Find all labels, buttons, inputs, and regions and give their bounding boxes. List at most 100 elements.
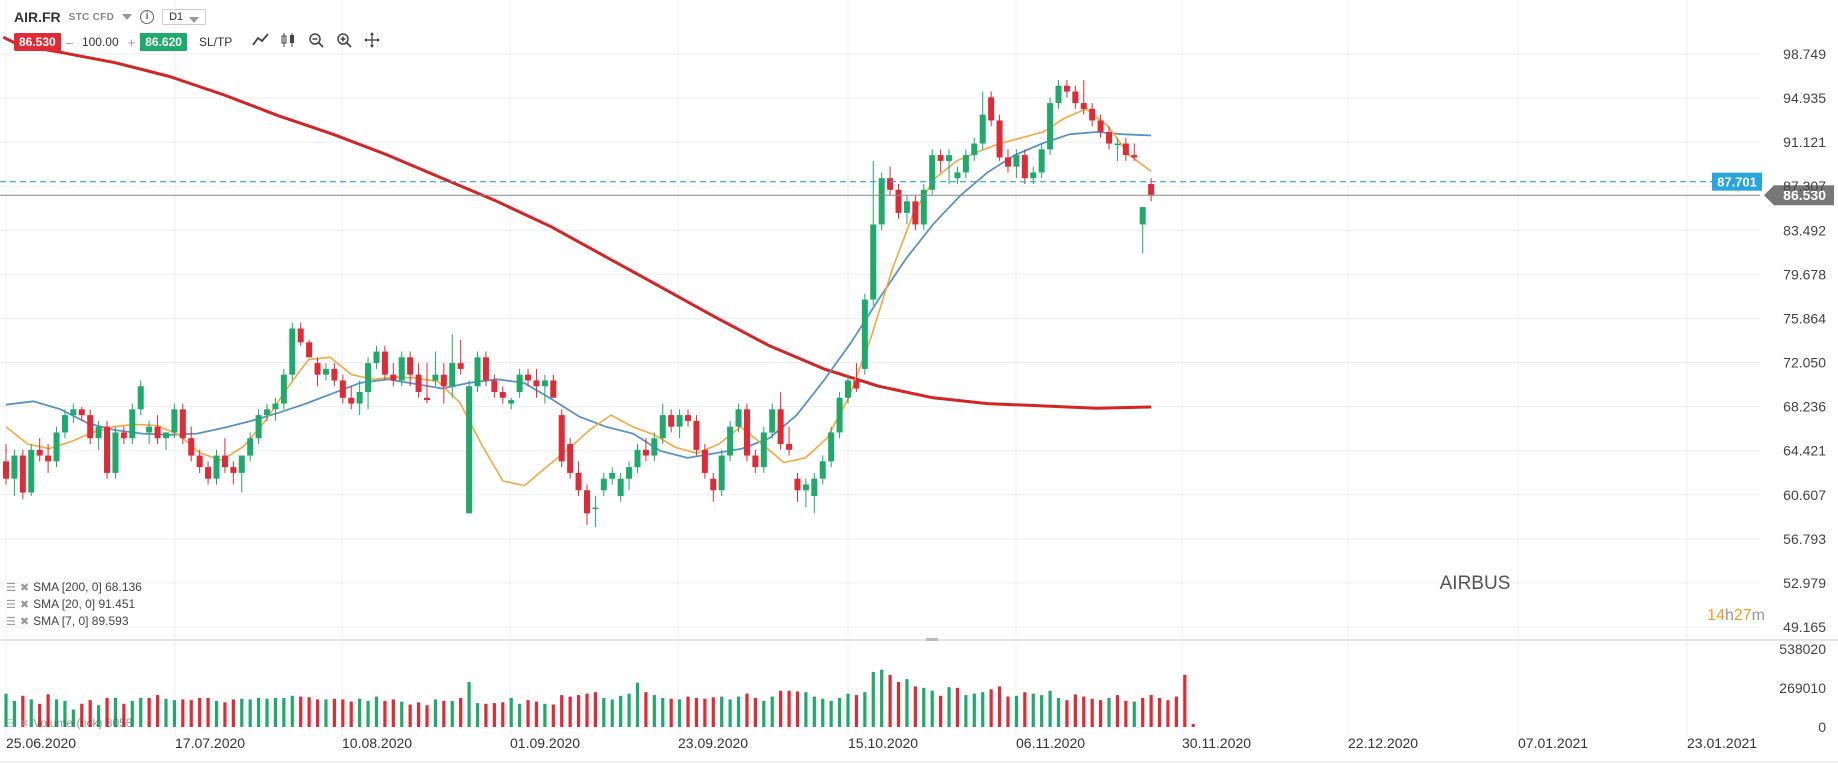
candle-body [331,368,338,381]
volume-bar [644,692,648,727]
candle-body [760,432,767,468]
timeframe-select[interactable]: D1 [162,9,207,25]
candle-body [903,201,910,213]
candle [819,455,826,485]
candle-body [777,409,784,445]
volume-bar [214,700,219,727]
candle-body [314,363,321,375]
candle [306,340,313,358]
volume-bar [1014,695,1018,727]
info-icon[interactable]: i [140,10,155,24]
countdown-hours: 14 [1707,607,1725,624]
volume-bar [484,703,488,727]
pane-splitter[interactable] [926,638,938,641]
x-tick-label: 22.12.2020 [1348,735,1418,751]
volume-bar [922,687,926,727]
symbol-label[interactable]: AIR.FR [14,9,61,25]
candle-body [1004,157,1011,167]
candle-body [348,397,355,404]
candle-body [617,478,624,497]
time-axis[interactable]: 25.06.2020 17.07.2020 10.08.2020 01.09.2020… [6,735,1757,751]
candle-body [609,472,616,479]
candle-body [1122,143,1129,156]
volume-bar [896,682,901,727]
candle [626,461,633,491]
candle [533,368,540,398]
candle-body [786,444,793,450]
crosshair-icon[interactable] [364,31,382,53]
zoom-out-icon[interactable] [308,32,326,53]
bid-price-tag [1764,185,1834,206]
volume-bar [4,693,8,727]
volume-bar [795,691,800,727]
candle [735,403,742,433]
y-tick-label: 87.307 [1783,178,1826,194]
candle [432,351,439,387]
line-chart-icon[interactable] [252,32,270,53]
candle [617,472,624,502]
volume-legend[interactable]: ☰ ✖ Volume (tick) 8058 [6,716,132,730]
ask-price-tag [1712,172,1762,191]
candle [70,403,77,424]
candle [1106,126,1113,150]
buy-button[interactable]: 86.620 [140,33,187,51]
sltp-button[interactable]: SL/TP [198,35,233,49]
close-icon[interactable]: ✖ [19,717,30,730]
candle [28,444,35,497]
chart-toolbar: AIR.FR STC CFD i D1 [14,6,207,28]
volume-bar [71,709,75,727]
increase-quantity-button[interactable]: + [127,34,136,50]
volume-bar [1141,698,1145,727]
candle-body [373,351,380,364]
candle [583,484,590,525]
volume-bar [501,702,505,727]
volume-bar [1040,695,1044,727]
candle-body [432,374,439,381]
y-tick-label: 94.935 [1783,90,1826,106]
bid-price-label: 86.530 [1783,187,1826,203]
candle-body [238,455,245,473]
volume-bar [905,679,909,727]
candle [1089,103,1096,127]
volume-bar [880,669,884,727]
volume-series [4,669,1195,727]
sell-button[interactable]: 86.530 [14,33,61,51]
indicator-legend-sma200[interactable]: ☰ ✖ SMA [200, 0] 68.136 [6,580,142,594]
close-icon[interactable]: ✖ [19,581,30,594]
settings-icon[interactable]: ☰ [6,581,16,594]
candle-body [550,380,557,398]
volume-bar [871,671,875,727]
indicator-legend-sma20[interactable]: ☰ ✖ SMA [20, 0] 91.451 [6,597,135,611]
settings-icon[interactable]: ☰ [6,717,16,730]
volume-bar [206,698,210,727]
candle-body [819,461,826,479]
candle-body [449,363,456,387]
candlestick-icon[interactable] [280,32,298,53]
sma20-line [5,131,1152,459]
close-icon[interactable]: ✖ [19,615,30,628]
close-icon[interactable]: ✖ [19,598,30,611]
candle-body [45,455,52,462]
settings-icon[interactable]: ☰ [6,598,16,611]
chevron-down-icon[interactable] [122,14,133,20]
candle [988,91,995,127]
volume-bar [610,699,614,727]
volume-bar [1023,692,1027,727]
candle-body [1047,103,1054,150]
y-tick-label: 56.793 [1783,531,1826,547]
zoom-in-icon[interactable] [336,32,354,53]
price-axis[interactable]: 98.749 94.935 91.121 87.307 83.492 79.678 75.8… [1783,46,1826,635]
quantity-input[interactable]: 100.00 [81,35,119,49]
indicator-legend-sma7[interactable]: ☰ ✖ SMA [7, 0] 89.593 [6,614,129,628]
candle [516,368,523,398]
countdown-minutes: 27 [1734,607,1752,624]
candle-body [533,380,540,387]
settings-icon[interactable]: ☰ [6,615,16,628]
candle-body [440,374,447,387]
decrease-quantity-button[interactable]: – [65,34,73,50]
volume-bar [939,695,943,727]
candle [53,426,60,468]
candle [979,91,986,150]
candle-body [196,455,203,468]
